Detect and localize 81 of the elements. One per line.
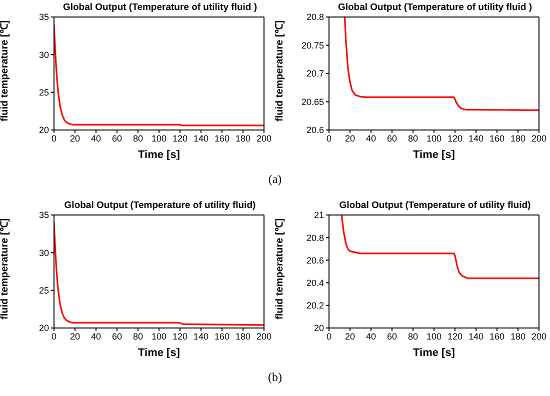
x-tick-label: 60	[112, 331, 122, 342]
x-tick-label: 160	[214, 133, 230, 144]
y-tick-label: 20	[314, 323, 324, 334]
x-tick-label: 140	[468, 133, 484, 144]
x-tick-label: 40	[90, 331, 102, 342]
x-tick-label: 120	[447, 331, 463, 342]
line-series	[54, 222, 264, 326]
y-tick-label: 20.75	[301, 40, 324, 50]
x-tick-label: 20	[344, 133, 356, 144]
y-tick-label: 30	[38, 50, 49, 60]
x-axis-title: Time [s]	[138, 149, 180, 161]
y-tick-label: 20.6	[306, 125, 324, 136]
x-tick-label: 200	[531, 331, 547, 342]
y-tick-label: 20.2	[306, 300, 324, 311]
y-tick-label: 20	[38, 323, 49, 334]
y-tick-label: 25	[38, 286, 49, 296]
x-tick-label: 140	[193, 331, 209, 342]
y-axis-title: fluid temperature [℃]	[274, 20, 286, 122]
x-tick-label: 40	[366, 133, 376, 144]
x-tick-label: 120	[172, 133, 188, 144]
line-series	[54, 24, 264, 126]
x-tick-label: 180	[510, 331, 526, 342]
y-axis-title: fluid temperature [℃]	[0, 218, 11, 320]
y-tick-label: 20.4	[306, 278, 324, 288]
chart-title: Global Output (Temperature of utility fluid)	[63, 200, 257, 211]
x-tick-label: 100	[426, 133, 442, 144]
x-tick-label: 20	[344, 331, 356, 342]
x-tick-label: 40	[366, 331, 376, 342]
line-series	[340, 215, 539, 280]
x-axis-title: Time [s]	[138, 347, 180, 359]
x-tick-label: 140	[193, 133, 209, 144]
y-tick-label: 20.6	[306, 255, 324, 266]
x-tick-label: 40	[90, 133, 102, 144]
chart-title: Global Output (Temperature of utility fluid )	[336, 2, 534, 13]
y-tick-label: 21	[314, 210, 324, 220]
x-tick-label: 60	[112, 133, 122, 144]
x-tick-label: 120	[172, 331, 188, 342]
x-axis-title: Time [s]	[413, 149, 456, 161]
text: (a)	[268, 172, 282, 186]
x-tick-label: 80	[408, 331, 418, 342]
y-tick-label: 30	[38, 248, 49, 258]
y-axis-title: fluid temperature [℃]	[0, 20, 11, 122]
x-tick-label: 0	[51, 133, 57, 144]
x-tick-label: 0	[51, 331, 57, 342]
x-tick-label: 100	[426, 331, 442, 342]
y-tick-label: 25	[38, 88, 49, 98]
x-tick-label: 60	[386, 133, 398, 144]
x-tick-label: 160	[214, 331, 230, 342]
line-series	[344, 17, 539, 112]
y-tick-label: 20.7	[306, 68, 324, 79]
x-tick-label: 20	[70, 331, 80, 342]
x-tick-label: 160	[489, 331, 505, 342]
x-tick-label: 180	[235, 133, 251, 144]
y-axis-title: fluid temperature [℃]	[274, 218, 286, 320]
x-tick-label: 120	[447, 133, 463, 144]
x-tick-label: 0	[326, 133, 332, 144]
y-tick-label: 20.8	[306, 12, 324, 22]
x-tick-label: 140	[468, 331, 484, 342]
chart-title: Global Output (Temperature of utility fluid )	[62, 2, 258, 13]
y-tick-label: 20	[38, 125, 49, 136]
x-tick-label: 200	[256, 331, 272, 342]
y-tick-label: 35	[38, 12, 49, 22]
x-tick-label: 0	[326, 331, 332, 342]
x-axis-title: Time [s]	[413, 347, 456, 359]
x-tick-label: 60	[386, 331, 398, 342]
x-tick-label: 100	[151, 331, 167, 342]
x-tick-label: 20	[70, 133, 80, 144]
x-tick-label: 80	[132, 331, 144, 342]
x-tick-label: 160	[489, 133, 505, 144]
chart-title: Global Output (Temperature of utility fluid)	[338, 200, 532, 211]
x-tick-label: 80	[132, 133, 144, 144]
y-tick-label: 20.8	[306, 232, 324, 243]
x-tick-label: 180	[235, 331, 251, 342]
y-tick-label: 20.65	[301, 96, 324, 107]
text: (b)	[268, 370, 282, 384]
x-tick-label: 200	[256, 133, 272, 144]
x-tick-label: 200	[531, 133, 547, 144]
x-tick-label: 80	[408, 133, 418, 144]
x-tick-label: 100	[151, 133, 167, 144]
y-tick-label: 35	[38, 210, 49, 220]
x-tick-label: 180	[510, 133, 526, 144]
